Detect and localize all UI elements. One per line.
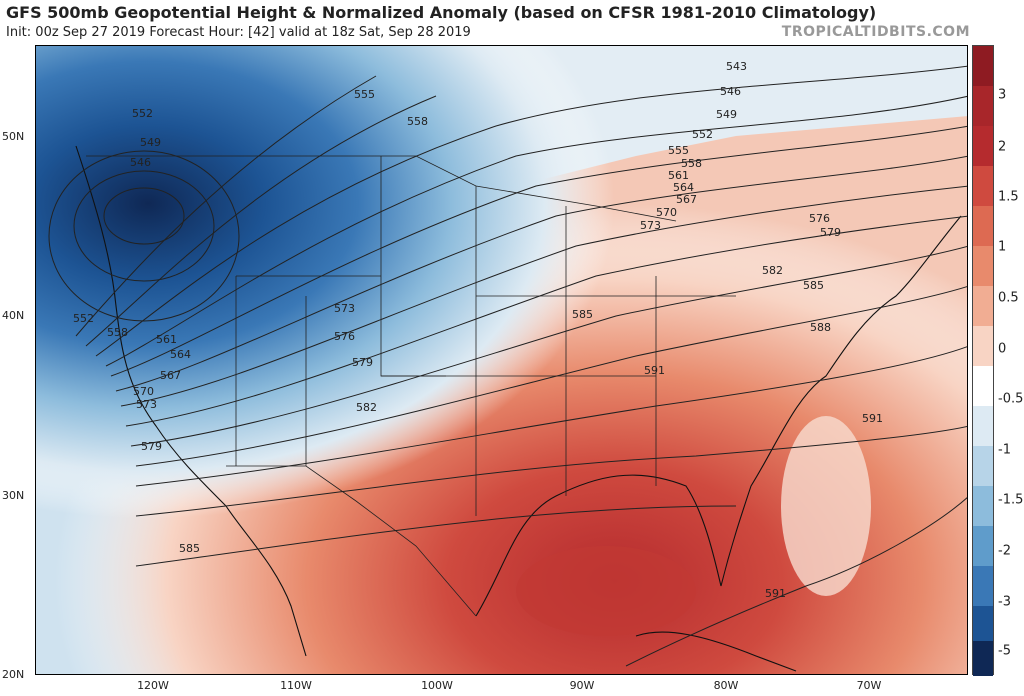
contour-label: 564 <box>673 181 694 194</box>
colorbar-label: 1 <box>998 239 1007 255</box>
lon-label-70w: 70W <box>856 679 882 692</box>
contour-label: 573 <box>136 398 157 411</box>
colorbar-segment <box>973 406 993 446</box>
lat-label-40n: 40N <box>2 309 25 322</box>
contour-label: 588 <box>810 321 831 334</box>
colorbar-segment <box>973 166 993 206</box>
contour-label: 549 <box>140 136 161 149</box>
contour-label: 585 <box>803 279 824 292</box>
contour-labels: 543 546 549 552 555 558 561 564 567 570 … <box>73 60 883 600</box>
colorbar-segment <box>973 486 993 526</box>
gulf-anomaly-max <box>516 546 696 636</box>
map-panel: 543 546 549 552 555 558 561 564 567 570 … <box>35 45 968 675</box>
contour-label: 582 <box>356 401 377 414</box>
colorbar-segment <box>973 126 993 166</box>
colorbar-label: 2 <box>998 139 1007 155</box>
lon-label-100w: 100W <box>421 679 453 692</box>
colorbar-segment <box>973 326 993 366</box>
lat-label-50n: 50N <box>2 130 25 143</box>
lat-label-20n: 20N <box>2 668 25 681</box>
lon-label-90w: 90W <box>569 679 595 692</box>
contour-label: 576 <box>809 212 830 225</box>
contour-label: 585 <box>179 542 200 555</box>
colorbar-label: -1 <box>998 442 1011 458</box>
colorbar-label: -3 <box>998 594 1011 610</box>
contour-label: 561 <box>668 169 689 182</box>
colorbar-segment <box>973 526 993 566</box>
contour-label: 558 <box>681 157 702 170</box>
colorbar-label: -2 <box>998 543 1011 559</box>
colorbar-label: -0.5 <box>998 391 1024 407</box>
colorbar-segment <box>973 206 993 246</box>
brand-watermark: TROPICALTIDBITS.COM <box>781 24 970 40</box>
contour-label: 555 <box>354 88 375 101</box>
colorbar-segment <box>973 286 993 326</box>
contour-label: 567 <box>676 193 697 206</box>
contour-label: 579 <box>141 440 162 453</box>
contour-label: 591 <box>765 587 786 600</box>
colorbar-segment <box>973 641 993 676</box>
contour-label: 573 <box>640 219 661 232</box>
contour-label: 552 <box>692 128 713 141</box>
contour-label: 549 <box>716 108 737 121</box>
forecast-info: Init: 00z Sep 27 2019 Forecast Hour: [42… <box>6 25 471 40</box>
political-borders <box>86 155 736 617</box>
colorbar <box>972 45 994 676</box>
colorbar-segment <box>973 366 993 406</box>
contour-label: 570 <box>656 206 677 219</box>
contour-label: 561 <box>156 333 177 346</box>
contour-label: 570 <box>133 385 154 398</box>
colorbar-label: 0 <box>998 341 1007 357</box>
contour-label: 543 <box>726 60 747 73</box>
contour-label: 555 <box>668 144 689 157</box>
anomaly-map: 543 546 549 552 555 558 561 564 567 570 … <box>36 46 967 674</box>
contour-label: 558 <box>407 115 428 128</box>
colorbar-segment <box>973 566 993 606</box>
contour-label: 585 <box>572 308 593 321</box>
contour-label: 564 <box>170 348 191 361</box>
contour-label: 558 <box>107 326 128 339</box>
map-title: GFS 500mb Geopotential Height & Normaliz… <box>6 3 877 22</box>
contour-label: 591 <box>862 412 883 425</box>
contour-label: 576 <box>334 330 355 343</box>
colorbar-segment <box>973 606 993 641</box>
colorbar-label: 0.5 <box>998 290 1019 306</box>
colorbar-segment <box>973 46 993 86</box>
lat-label-30n: 30N <box>2 489 25 502</box>
contour-label: 546 <box>130 156 151 169</box>
colorbar-segment <box>973 446 993 486</box>
colorbar-segment <box>973 86 993 126</box>
contour-label: 567 <box>160 369 181 382</box>
contour-label: 546 <box>720 85 741 98</box>
contour-label: 591 <box>644 364 665 377</box>
contour-label: 552 <box>132 107 153 120</box>
colorbar-label: -1.5 <box>998 492 1024 508</box>
colorbar-label: 1.5 <box>998 189 1019 205</box>
height-contours <box>48 65 967 667</box>
colorbar-label: 3 <box>998 87 1007 103</box>
colorbar-segment <box>973 246 993 286</box>
contour-label: 579 <box>352 356 373 369</box>
lon-label-80w: 80W <box>713 679 739 692</box>
contour-label: 573 <box>334 302 355 315</box>
contour-label: 582 <box>762 264 783 277</box>
contour-label: 579 <box>820 226 841 239</box>
lon-label-110w: 110W <box>280 679 312 692</box>
colorbar-label: -5 <box>998 643 1011 659</box>
atlantic-weak-anomaly <box>781 416 871 596</box>
lon-label-120w: 120W <box>137 679 169 692</box>
contour-label: 552 <box>73 312 94 325</box>
